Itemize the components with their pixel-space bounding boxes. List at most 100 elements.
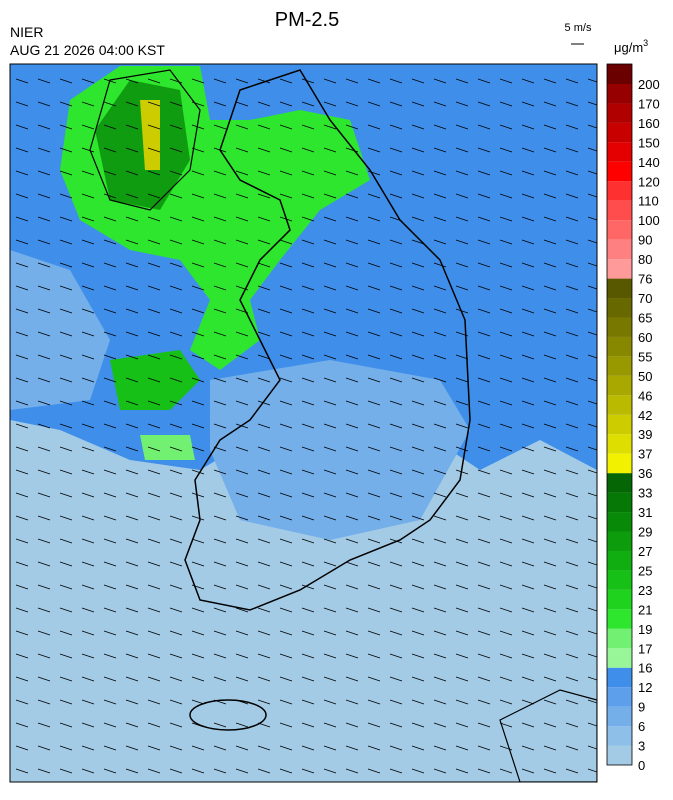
wind-arrow — [257, 538, 271, 544]
wind-arrow — [81, 745, 95, 751]
wind-arrow — [367, 377, 381, 383]
wind-arrow — [323, 216, 337, 222]
wind-arrow — [103, 630, 117, 636]
wind-arrow — [411, 331, 425, 337]
colorbar-frame — [606, 63, 633, 766]
wind-arrow — [301, 400, 315, 406]
wind-arrow — [389, 584, 403, 590]
wind-arrow — [15, 515, 29, 521]
wind-arrow — [543, 446, 557, 452]
wind-arrow — [257, 630, 271, 636]
wind-arrow — [103, 768, 117, 774]
wind-arrow — [543, 331, 557, 337]
wind-arrow — [543, 584, 557, 590]
wind-arrow — [367, 331, 381, 337]
wind-arrow — [301, 607, 315, 613]
wind-arrow — [301, 354, 315, 360]
wind-arrow — [345, 124, 359, 130]
wind-arrow — [15, 285, 29, 291]
wind-arrow — [235, 423, 249, 429]
wind-arrow — [213, 400, 227, 406]
wind-arrow — [37, 630, 51, 636]
wind-arrow — [15, 446, 29, 452]
wind-arrow — [15, 699, 29, 705]
wind-arrow — [499, 285, 513, 291]
colorbar-band — [607, 745, 632, 765]
wind-arrow — [213, 331, 227, 337]
colorbar-band — [607, 726, 632, 746]
wind-arrow — [565, 676, 579, 682]
wind-arrow — [587, 78, 597, 83]
wind-arrow — [147, 492, 161, 498]
wind-arrow — [235, 676, 249, 682]
wind-arrow — [125, 124, 139, 130]
wind-arrow — [323, 630, 337, 636]
wind-arrow — [543, 147, 557, 153]
wind-arrow — [213, 492, 227, 498]
wind-arrow — [59, 101, 73, 107]
mid-zone — [10, 250, 110, 410]
wind-arrow — [477, 630, 491, 636]
wind-arrow — [455, 607, 469, 613]
wind-arrow — [81, 124, 95, 130]
wind-arrow — [279, 262, 293, 268]
colorbar-band — [607, 336, 632, 357]
wind-arrow — [257, 101, 271, 107]
wind-arrow — [15, 331, 29, 337]
wind-arrow — [433, 630, 447, 636]
colorbar-band — [607, 550, 632, 571]
wind-arrow — [125, 538, 139, 544]
wind-arrow — [15, 607, 29, 613]
wind-arrow — [323, 607, 337, 613]
wind-arrow — [235, 78, 249, 84]
wind-arrow — [301, 101, 315, 107]
wind-arrow — [433, 239, 447, 245]
wind-arrow — [323, 492, 337, 498]
wind-arrow — [191, 331, 205, 337]
wind-arrow — [345, 699, 359, 705]
wind-arrow — [37, 124, 51, 130]
wind-arrow — [565, 285, 579, 291]
wind-arrow — [213, 515, 227, 521]
wind-arrow — [213, 469, 227, 475]
wind-arrow — [235, 262, 249, 268]
colorbar-band — [607, 667, 632, 688]
wind-arrow — [213, 308, 227, 314]
wind-arrow — [213, 607, 227, 613]
wind-arrow — [521, 676, 535, 682]
wind-arrow — [235, 446, 249, 452]
wind-arrow — [235, 331, 249, 337]
wind-arrow — [521, 584, 535, 590]
wind-arrow — [411, 653, 425, 659]
wind-arrow — [323, 538, 337, 544]
wind-arrow — [15, 400, 29, 406]
wind-arrow — [15, 423, 29, 429]
wind-arrow — [433, 699, 447, 705]
colorbar-band — [607, 259, 632, 279]
wind-arrow — [301, 285, 315, 291]
wind-arrow — [587, 630, 597, 635]
wind-arrow — [103, 216, 117, 222]
wind-arrow — [565, 515, 579, 521]
colorbar-label: 12 — [638, 680, 652, 695]
wind-arrow — [257, 124, 271, 130]
wind-arrow — [323, 285, 337, 291]
wind-arrow — [587, 400, 597, 405]
wind-arrow — [521, 469, 535, 475]
wind-arrow — [455, 216, 469, 222]
wind-arrow — [389, 699, 403, 705]
wind-arrow — [279, 101, 293, 107]
wind-arrow — [147, 377, 161, 383]
wind-arrow — [169, 722, 183, 728]
wind-arrow — [81, 492, 95, 498]
wind-arrow — [345, 170, 359, 176]
colorbar-band — [607, 609, 632, 629]
wind-arrow — [147, 676, 161, 682]
wind-arrow — [323, 584, 337, 590]
wind-arrow — [565, 308, 579, 314]
wind-arrow — [257, 400, 271, 406]
wind-arrow — [257, 147, 271, 153]
wind-arrow — [37, 745, 51, 751]
wind-arrow — [477, 538, 491, 544]
wind-arrow — [301, 446, 315, 452]
